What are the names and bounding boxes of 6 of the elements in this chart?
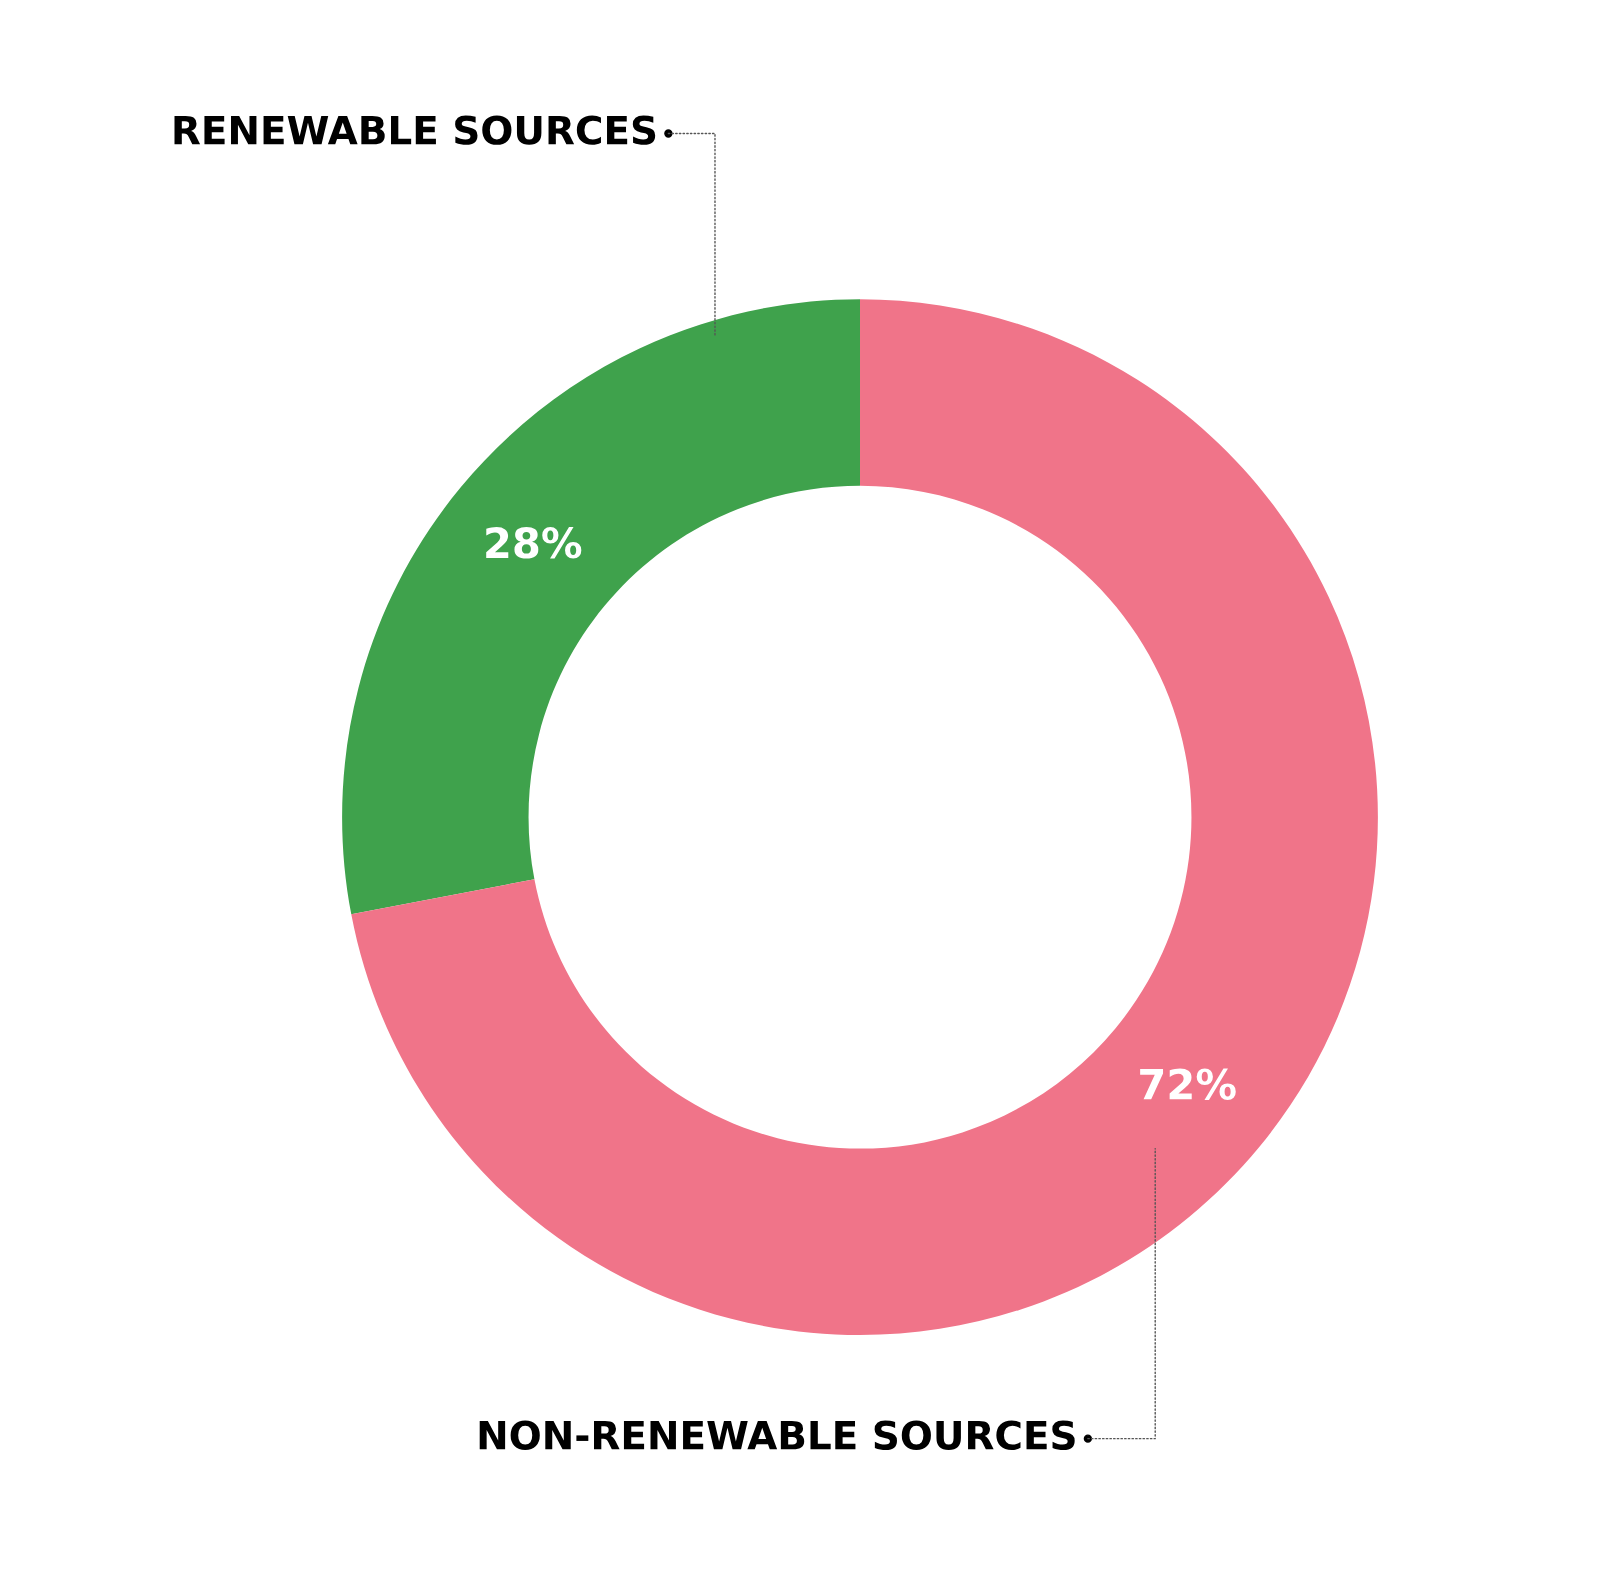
slice-label: RENEWABLE SOURCES bbox=[174, 115, 656, 145]
data-label: 72% bbox=[1140, 1068, 1236, 1100]
data-label: 28% bbox=[486, 527, 582, 559]
donut-slice bbox=[342, 299, 860, 915]
donut-slice bbox=[351, 299, 1378, 1335]
slice-label: NON-RENEWABLE SOURCES bbox=[479, 1420, 1075, 1450]
